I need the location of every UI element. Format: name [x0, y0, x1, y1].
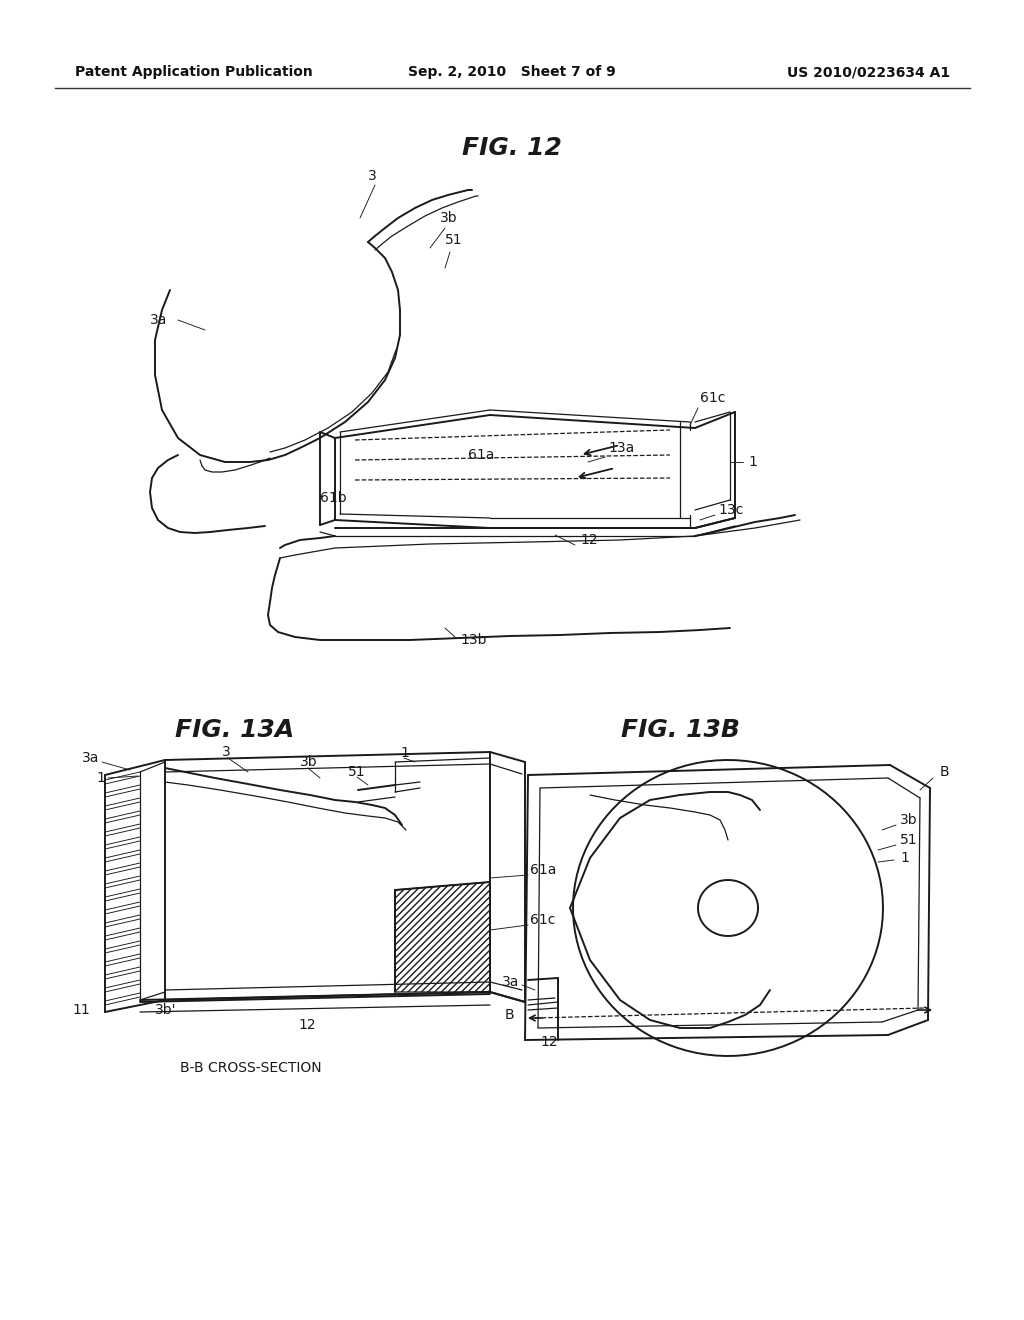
Text: 12: 12	[540, 1035, 558, 1049]
Text: 11: 11	[72, 1003, 90, 1016]
Text: 1: 1	[96, 771, 104, 785]
Text: 3a: 3a	[502, 975, 519, 989]
Text: B: B	[940, 766, 949, 779]
Text: FIG. 13A: FIG. 13A	[175, 718, 295, 742]
Text: 61c: 61c	[530, 913, 555, 927]
Text: FIG. 12: FIG. 12	[462, 136, 562, 160]
Text: Sep. 2, 2010   Sheet 7 of 9: Sep. 2, 2010 Sheet 7 of 9	[409, 65, 615, 79]
Text: 13b: 13b	[460, 634, 486, 647]
Text: 61b: 61b	[319, 491, 347, 506]
Text: 51: 51	[900, 833, 918, 847]
Text: 12: 12	[298, 1018, 315, 1032]
Text: 61a: 61a	[530, 863, 556, 876]
Text: B: B	[505, 1008, 515, 1022]
Text: 51: 51	[445, 234, 463, 247]
Text: 3b: 3b	[440, 211, 458, 224]
Text: 3b: 3b	[900, 813, 918, 828]
Text: 3b': 3b'	[155, 1003, 176, 1016]
Text: 1: 1	[400, 746, 409, 760]
Text: 1: 1	[900, 851, 909, 865]
Text: 61a: 61a	[468, 447, 495, 462]
Text: 3: 3	[368, 169, 377, 183]
Text: 51: 51	[348, 766, 366, 779]
Text: 12: 12	[580, 533, 598, 546]
Text: 3a: 3a	[82, 751, 99, 766]
Text: 3a: 3a	[150, 313, 167, 327]
Text: 3b: 3b	[300, 755, 317, 770]
Text: Patent Application Publication: Patent Application Publication	[75, 65, 312, 79]
Text: B-B CROSS-SECTION: B-B CROSS-SECTION	[180, 1061, 322, 1074]
Text: US 2010/0223634 A1: US 2010/0223634 A1	[786, 65, 950, 79]
Text: FIG. 13B: FIG. 13B	[621, 718, 739, 742]
Text: 13a: 13a	[608, 441, 634, 455]
Text: 3: 3	[222, 744, 230, 759]
Text: 13c: 13c	[718, 503, 743, 517]
Text: 61c: 61c	[700, 391, 725, 405]
Text: 1: 1	[748, 455, 757, 469]
